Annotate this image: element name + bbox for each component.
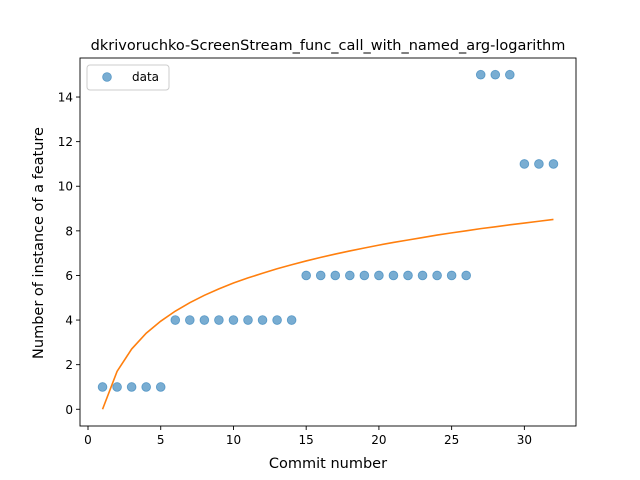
data-point (330, 270, 341, 281)
y-tick-label: 2 (65, 358, 73, 372)
x-tick-label: 10 (226, 433, 241, 447)
legend-box (86, 64, 170, 91)
data-point (534, 159, 544, 169)
data-point (243, 315, 253, 325)
y-tick-label: 10 (58, 180, 73, 194)
data-point (388, 270, 399, 281)
data-point (301, 270, 311, 281)
y-tick-label: 12 (58, 135, 73, 149)
y-axis-label: Number of instance of a feature (31, 127, 47, 359)
data-point (446, 270, 457, 281)
data-point (403, 270, 413, 281)
data-point (185, 315, 195, 325)
y-tick-label: 14 (58, 91, 73, 105)
data-point (199, 315, 210, 325)
x-tick-label: 15 (299, 433, 314, 447)
y-tick-label: 0 (65, 403, 73, 417)
data-point (97, 382, 108, 392)
axes-frame (79, 57, 577, 427)
data-point (257, 315, 268, 325)
data-point (272, 315, 282, 325)
x-tick-label: 25 (444, 433, 459, 447)
data-point (141, 382, 151, 392)
data-point (519, 159, 530, 169)
x-tick-label: 30 (517, 433, 532, 447)
legend-marker (102, 72, 112, 82)
fit-line (101, 218, 554, 410)
data-point (228, 315, 239, 325)
data-point (490, 69, 501, 80)
data-point (461, 270, 471, 281)
chart-title: dkrivoruchko-ScreenStream_func_call_with… (91, 38, 566, 54)
data-point (286, 315, 297, 325)
y-tick-label: 6 (65, 269, 73, 283)
data-point (359, 270, 370, 281)
y-tick-label: 4 (65, 314, 73, 328)
x-tick-label: 20 (371, 433, 386, 447)
data-point (112, 382, 122, 392)
data-point (475, 69, 486, 80)
data-point (345, 270, 355, 281)
data-point (417, 270, 428, 281)
data-point (214, 315, 224, 325)
x-axis-label: Commit number (269, 456, 387, 472)
data-point (374, 270, 384, 281)
data-point (126, 382, 137, 392)
data-point (315, 270, 326, 281)
legend-label: data (132, 70, 159, 84)
x-tick-label: 5 (157, 433, 165, 447)
data-point (170, 315, 181, 325)
x-tick-label: 0 (84, 433, 92, 447)
plot-area: 0 5 10 15 20 25 30 0 2 4 6 8 10 12 14 data (58, 57, 577, 447)
data-point (432, 270, 442, 281)
data-point (155, 382, 166, 392)
data-point (505, 69, 515, 80)
y-tick-label: 8 (65, 224, 73, 238)
data-point (548, 159, 559, 169)
